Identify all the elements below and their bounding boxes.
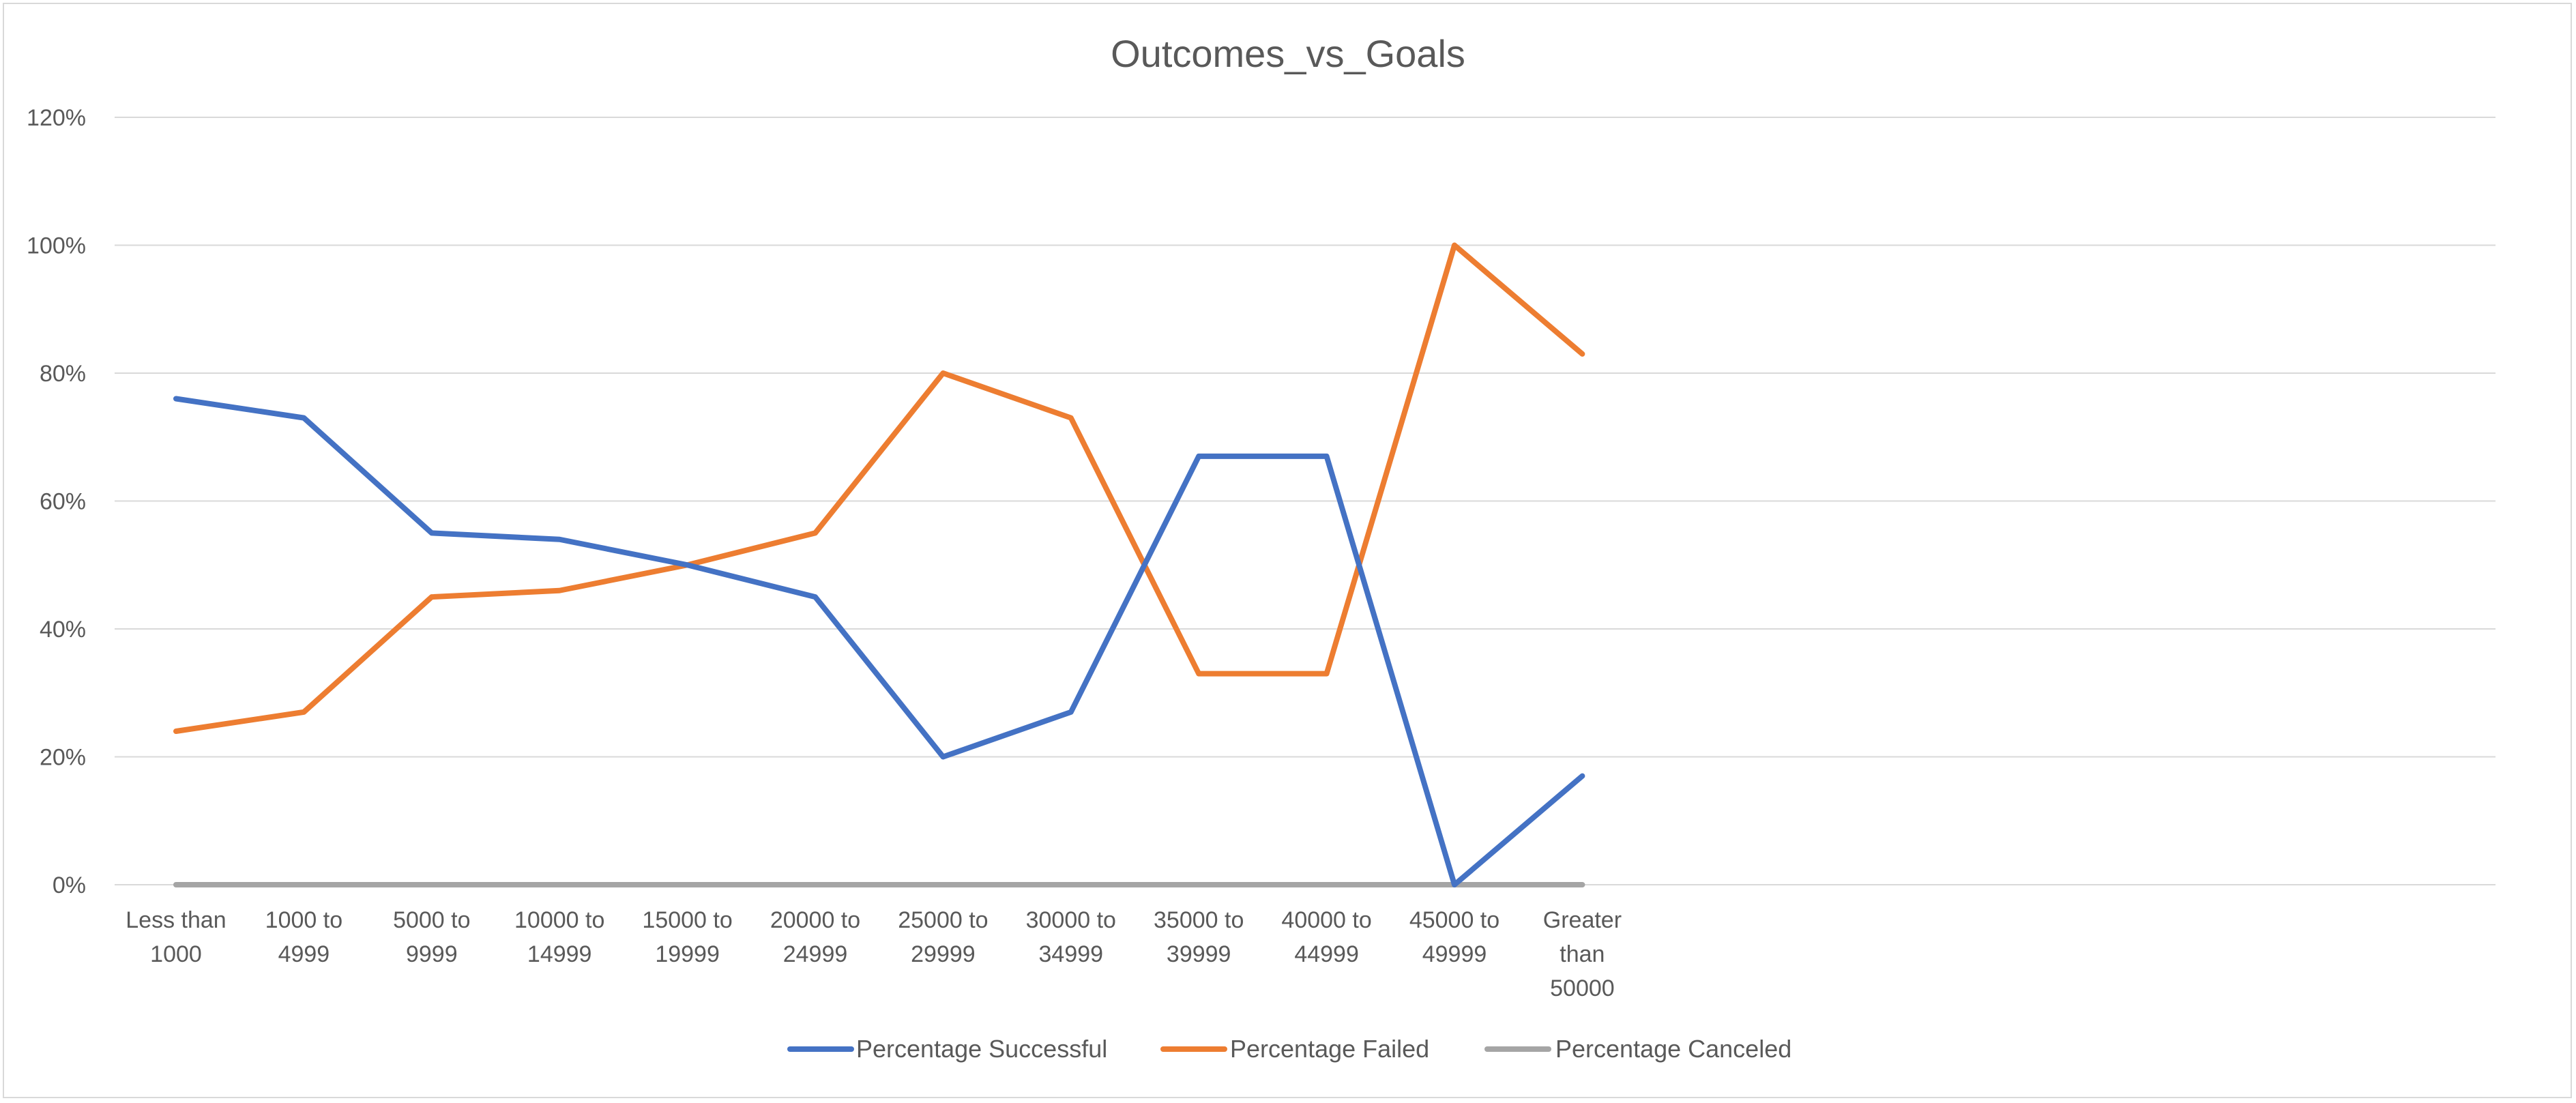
x-tick-label-line: than	[1560, 941, 1605, 967]
y-tick-label: 100%	[27, 233, 86, 259]
x-axis-tick-labels: Less than 1000 1000 to 4999 5000 to 9999 10000…	[126, 907, 1622, 1001]
x-tick-label-line: 50000	[1550, 975, 1615, 1001]
x-tick-label-line: 4999	[278, 941, 330, 967]
chart-frame	[3, 3, 2572, 1098]
x-tick-label: Less than 1000	[126, 907, 226, 967]
x-tick-label: 30000 to 34999	[1026, 907, 1116, 967]
y-tick-label: 120%	[27, 105, 86, 131]
x-tick-label: 45000 to 49999	[1409, 907, 1499, 967]
legend-entry-label: Percentage Successful	[856, 1035, 1107, 1063]
y-tick-label: 0%	[53, 872, 86, 898]
x-tick-label: 5000 to 9999	[393, 907, 470, 967]
x-tick-label-line: 39999	[1167, 941, 1231, 967]
x-tick-label: 40000 to 44999	[1281, 907, 1371, 967]
x-tick-label-line: 49999	[1422, 941, 1487, 967]
x-tick-label-line: 14999	[527, 941, 592, 967]
x-tick-label: 15000 to 19999	[642, 907, 732, 967]
x-tick-label: 20000 to 24999	[770, 907, 860, 967]
series-line-percentage-failed	[173, 242, 1585, 734]
x-tick-label-line: Less than	[126, 907, 226, 933]
x-tick-label-line: 24999	[783, 941, 848, 967]
x-tick-label-line: 44999	[1294, 941, 1359, 967]
x-tick-label-line: 15000 to	[642, 907, 732, 933]
y-tick-label: 60%	[40, 489, 86, 515]
x-tick-label-line: 10000 to	[514, 907, 604, 933]
legend: Percentage Successful Percentage Failed Pe…	[787, 1035, 1791, 1063]
x-tick-label: 25000 to 29999	[898, 907, 988, 967]
y-tick-label: 20%	[40, 745, 86, 771]
x-tick-label: 35000 to 39999	[1154, 907, 1244, 967]
x-tick-label-line: 20000 to	[770, 907, 860, 933]
legend-entry-label: Percentage Failed	[1230, 1035, 1429, 1063]
x-tick-label-line: 35000 to	[1154, 907, 1244, 933]
chart-title: Outcomes_vs_Goals	[1111, 32, 1465, 75]
gridlines	[115, 117, 2496, 885]
x-tick-label-line: 1000 to	[265, 907, 342, 933]
x-tick-label-line: 40000 to	[1281, 907, 1371, 933]
x-tick-label-line: 45000 to	[1409, 907, 1499, 933]
x-tick-label-line: Greater	[1543, 907, 1622, 933]
x-tick-label-line: 25000 to	[898, 907, 988, 933]
x-tick-label-line: 1000	[150, 941, 202, 967]
legend-entry-label: Percentage Canceled	[1555, 1035, 1791, 1063]
x-tick-label: 10000 to 14999	[514, 907, 604, 967]
x-tick-label-line: 34999	[1039, 941, 1104, 967]
x-tick-label-line: 30000 to	[1026, 907, 1116, 933]
y-axis-tick-labels: 0% 20% 40% 60% 80% 100% 120%	[27, 105, 86, 898]
x-tick-label-line: 9999	[406, 941, 458, 967]
y-tick-label: 80%	[40, 361, 86, 387]
x-tick-label: 1000 to 4999	[265, 907, 342, 967]
series-line-percentage-successful	[173, 396, 1585, 887]
x-tick-label: Greater than 50000	[1543, 907, 1622, 1001]
x-tick-label-line: 5000 to	[393, 907, 470, 933]
y-tick-label: 40%	[40, 617, 86, 643]
x-tick-label-line: 29999	[911, 941, 976, 967]
x-tick-label-line: 19999	[655, 941, 720, 967]
series-lines	[173, 242, 1585, 887]
